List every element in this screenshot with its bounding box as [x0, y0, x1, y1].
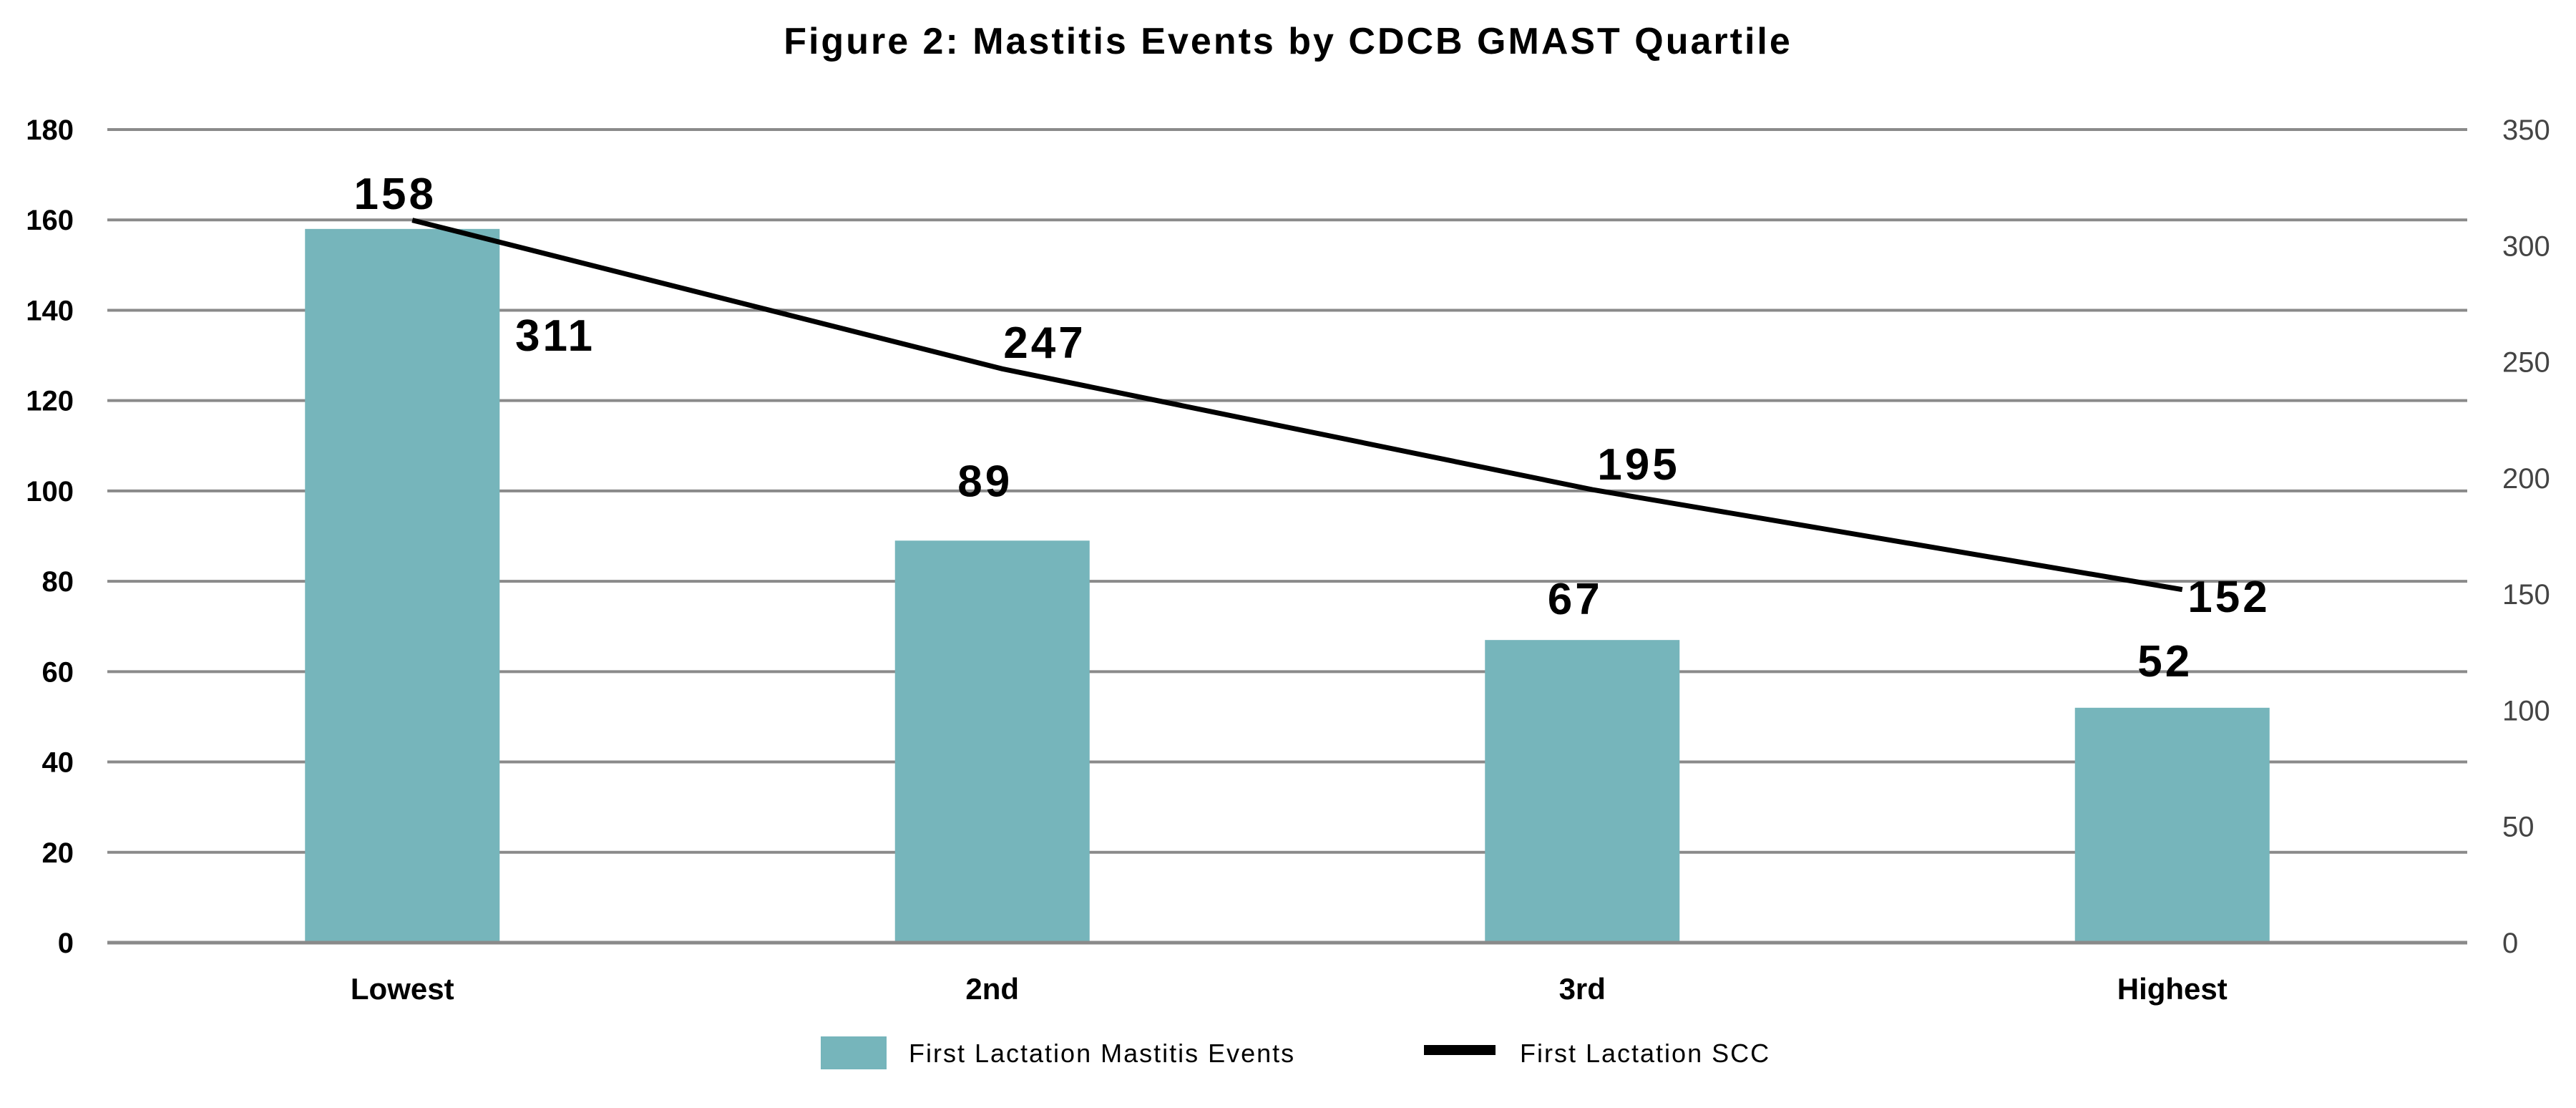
y2-tick-label: 300 — [2502, 230, 2550, 262]
bar — [2074, 707, 2270, 944]
y-tick-label: 20 — [42, 837, 74, 869]
y2-tick-label: 0 — [2502, 928, 2518, 959]
y-tick-label: 180 — [26, 115, 74, 146]
line-data-label: 247 — [1003, 319, 1085, 368]
bar — [1485, 640, 1680, 944]
bar — [894, 540, 1090, 944]
y-tick-label: 160 — [26, 205, 74, 236]
line-data-label: 311 — [515, 311, 595, 361]
legend-swatch-bars — [821, 1036, 887, 1069]
y2-tick-label: 150 — [2502, 579, 2550, 611]
bar-data-label: 89 — [957, 457, 1013, 506]
bar-data-label: 158 — [354, 170, 436, 219]
y2-tick-label: 200 — [2502, 463, 2550, 495]
line-series — [411, 218, 2183, 593]
y-axis-left: 0 20 40 60 80 100 120 140 160 180 — [26, 115, 74, 959]
x-tick-label: 2nd — [965, 972, 1019, 1006]
x-tick-label: 3rd — [1559, 972, 1606, 1006]
y2-tick-label: 250 — [2502, 347, 2550, 379]
x-tick-label: Lowest — [351, 972, 454, 1006]
legend-label-bars: First Lactation Mastitis Events — [909, 1039, 1295, 1068]
chart-title: Figure 2: Mastitis Events by CDCB GMAST … — [784, 21, 1792, 62]
legend: First Lactation Mastitis Events First La… — [821, 1036, 1770, 1069]
y-tick-label: 0 — [58, 928, 74, 959]
bar-data-label: 52 — [2137, 637, 2192, 686]
bar — [305, 228, 500, 944]
y2-tick-label: 50 — [2502, 812, 2534, 843]
bar-series — [305, 228, 2270, 944]
y-axis-right: 0 50 100 150 200 250 300 350 — [2502, 115, 2550, 959]
y-tick-label: 120 — [26, 386, 74, 417]
legend-swatch-line — [1424, 1045, 1496, 1055]
line-data-label: 195 — [1597, 440, 1679, 490]
y2-tick-label: 350 — [2502, 115, 2550, 146]
gridlines — [107, 128, 2467, 944]
legend-label-line: First Lactation SCC — [1520, 1039, 1770, 1068]
x-axis: Lowest 2nd 3rd Highest — [107, 941, 2467, 1006]
bar-data-label: 67 — [1548, 575, 1603, 624]
data-labels: 158 89 67 52 311 247 195 152 — [354, 170, 2270, 686]
y2-tick-label: 100 — [2502, 695, 2550, 726]
y-tick-label: 60 — [42, 656, 74, 688]
line-data-label: 152 — [2187, 573, 2270, 622]
x-tick-label: Highest — [2117, 972, 2228, 1006]
y-tick-label: 80 — [42, 566, 74, 598]
y-tick-label: 100 — [26, 476, 74, 507]
y-tick-label: 40 — [42, 747, 74, 779]
line-path — [411, 218, 2183, 593]
y-tick-label: 140 — [26, 295, 74, 326]
